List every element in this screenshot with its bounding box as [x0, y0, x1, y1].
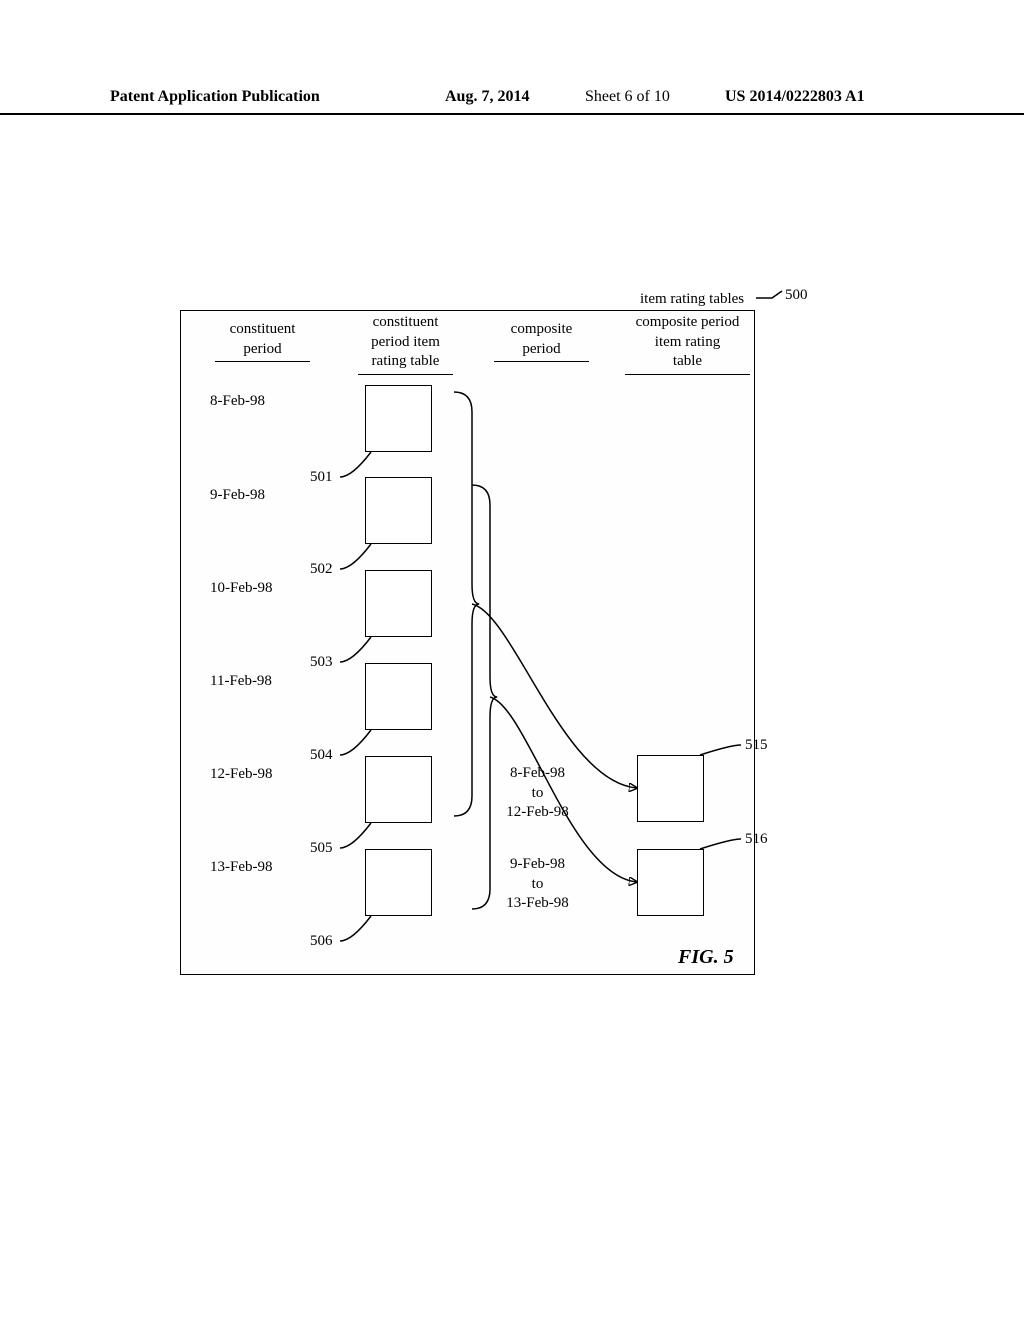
- connectors: [0, 0, 1024, 1320]
- figure-caption: FIG. 5: [678, 946, 734, 969]
